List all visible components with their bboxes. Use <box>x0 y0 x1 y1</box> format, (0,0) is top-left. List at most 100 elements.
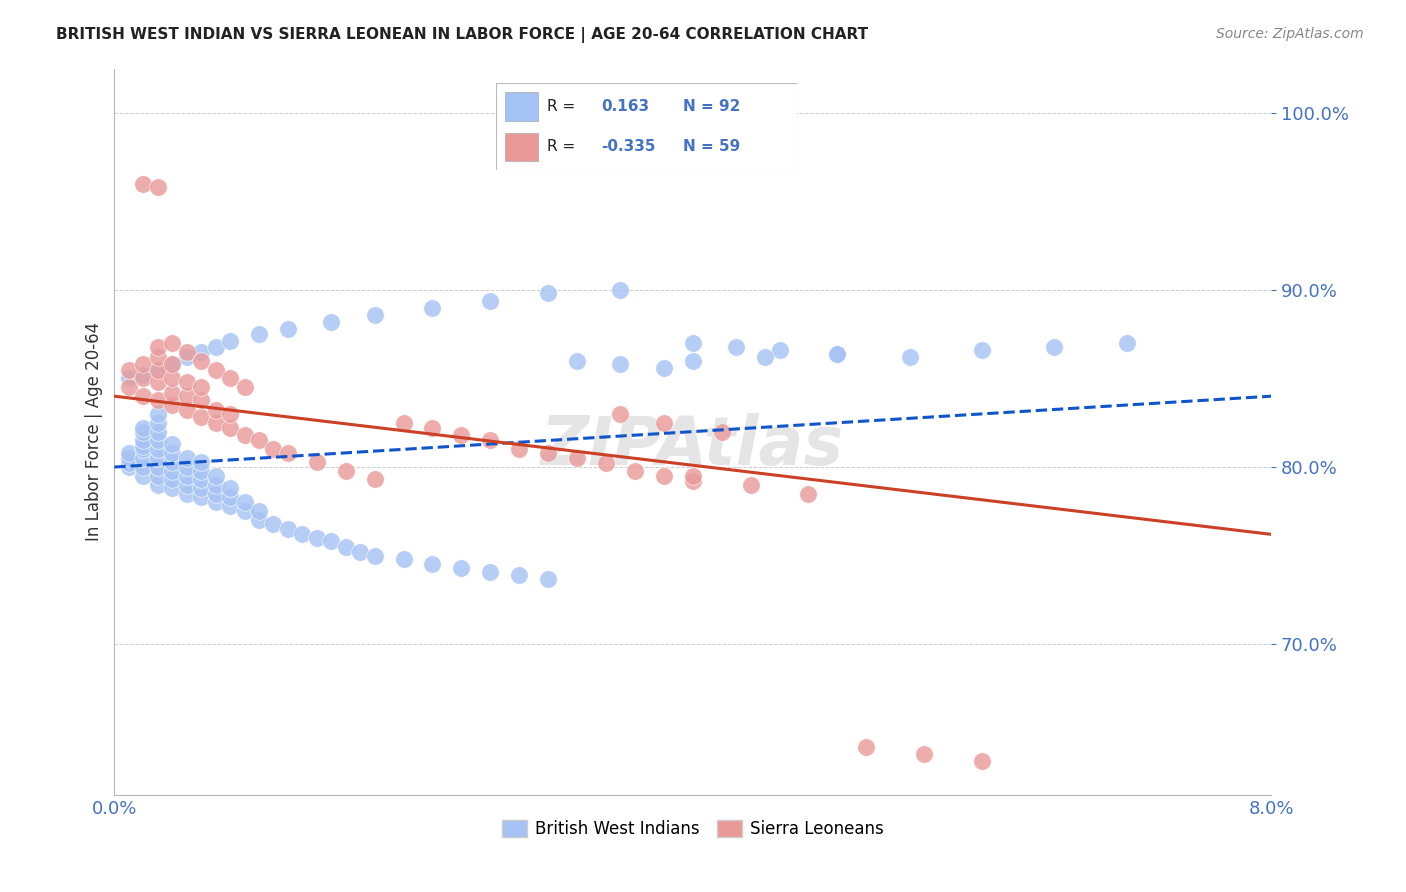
Point <box>422 421 444 435</box>
Point <box>479 434 502 448</box>
Point <box>176 350 198 364</box>
Point <box>176 486 198 500</box>
Point <box>118 460 141 475</box>
Point <box>827 347 849 361</box>
Point <box>247 434 270 448</box>
Point <box>335 540 357 554</box>
Point <box>363 549 385 563</box>
Point <box>146 425 169 439</box>
Point <box>176 375 198 389</box>
Point <box>118 380 141 394</box>
Point <box>146 460 169 475</box>
Point <box>537 572 560 586</box>
Point <box>176 389 198 403</box>
Legend: British West Indians, Sierra Leoneans: British West Indians, Sierra Leoneans <box>495 813 890 845</box>
Point <box>609 357 631 371</box>
Point <box>595 457 617 471</box>
Point <box>176 451 198 466</box>
Point <box>247 513 270 527</box>
Point <box>537 286 560 301</box>
Point <box>118 457 141 471</box>
Point <box>827 347 849 361</box>
Point <box>450 561 472 575</box>
Point <box>754 350 776 364</box>
Point <box>682 469 704 483</box>
Point <box>219 490 242 504</box>
Point <box>132 434 155 448</box>
Point <box>190 464 212 478</box>
Point <box>1115 336 1137 351</box>
Point <box>176 403 198 417</box>
Y-axis label: In Labor Force | Age 20-64: In Labor Force | Age 20-64 <box>86 322 103 541</box>
Point <box>797 486 820 500</box>
Text: BRITISH WEST INDIAN VS SIERRA LEONEAN IN LABOR FORCE | AGE 20-64 CORRELATION CHA: BRITISH WEST INDIAN VS SIERRA LEONEAN IN… <box>56 27 869 43</box>
Point <box>363 472 385 486</box>
Point <box>190 481 212 495</box>
Point <box>204 416 226 430</box>
Point <box>262 442 284 457</box>
Point <box>508 568 530 582</box>
Point <box>725 340 748 354</box>
Point <box>609 407 631 421</box>
Point <box>204 340 226 354</box>
Point <box>132 421 155 435</box>
Point <box>277 322 299 336</box>
Point <box>970 754 993 768</box>
Point <box>176 460 198 475</box>
Point <box>146 180 169 194</box>
Point <box>450 428 472 442</box>
Point <box>219 371 242 385</box>
Point <box>146 442 169 457</box>
Point <box>204 495 226 509</box>
Point <box>190 380 212 394</box>
Point <box>162 357 184 371</box>
Point <box>219 334 242 349</box>
Point <box>652 360 675 375</box>
Point <box>219 481 242 495</box>
Point <box>190 472 212 486</box>
Point <box>652 416 675 430</box>
Point <box>146 340 169 354</box>
Point <box>277 522 299 536</box>
Point <box>422 558 444 572</box>
Point <box>768 343 790 358</box>
Point <box>176 345 198 359</box>
Point <box>146 477 169 491</box>
Point <box>305 455 328 469</box>
Point <box>146 350 169 364</box>
Point <box>132 177 155 191</box>
Point <box>146 362 169 376</box>
Point <box>247 504 270 518</box>
Point <box>146 416 169 430</box>
Point <box>652 469 675 483</box>
Point <box>422 301 444 315</box>
Point <box>204 477 226 491</box>
Point <box>146 375 169 389</box>
Point <box>479 293 502 308</box>
Point <box>740 477 762 491</box>
Point <box>219 407 242 421</box>
Point <box>682 474 704 488</box>
Point <box>132 389 155 403</box>
Point <box>204 403 226 417</box>
Point <box>305 531 328 545</box>
Point <box>537 446 560 460</box>
Point <box>146 407 169 421</box>
Point <box>146 434 169 448</box>
Point <box>363 308 385 322</box>
Point <box>262 516 284 531</box>
Point <box>118 362 141 376</box>
Point <box>912 747 935 761</box>
Point <box>132 442 155 457</box>
Point <box>190 392 212 407</box>
Point <box>349 545 371 559</box>
Point <box>132 469 155 483</box>
Point <box>335 464 357 478</box>
Point <box>132 451 155 466</box>
Point <box>162 472 184 486</box>
Point <box>609 283 631 297</box>
Point <box>162 336 184 351</box>
Point <box>132 460 155 475</box>
Point <box>855 739 877 754</box>
Point <box>233 380 256 394</box>
